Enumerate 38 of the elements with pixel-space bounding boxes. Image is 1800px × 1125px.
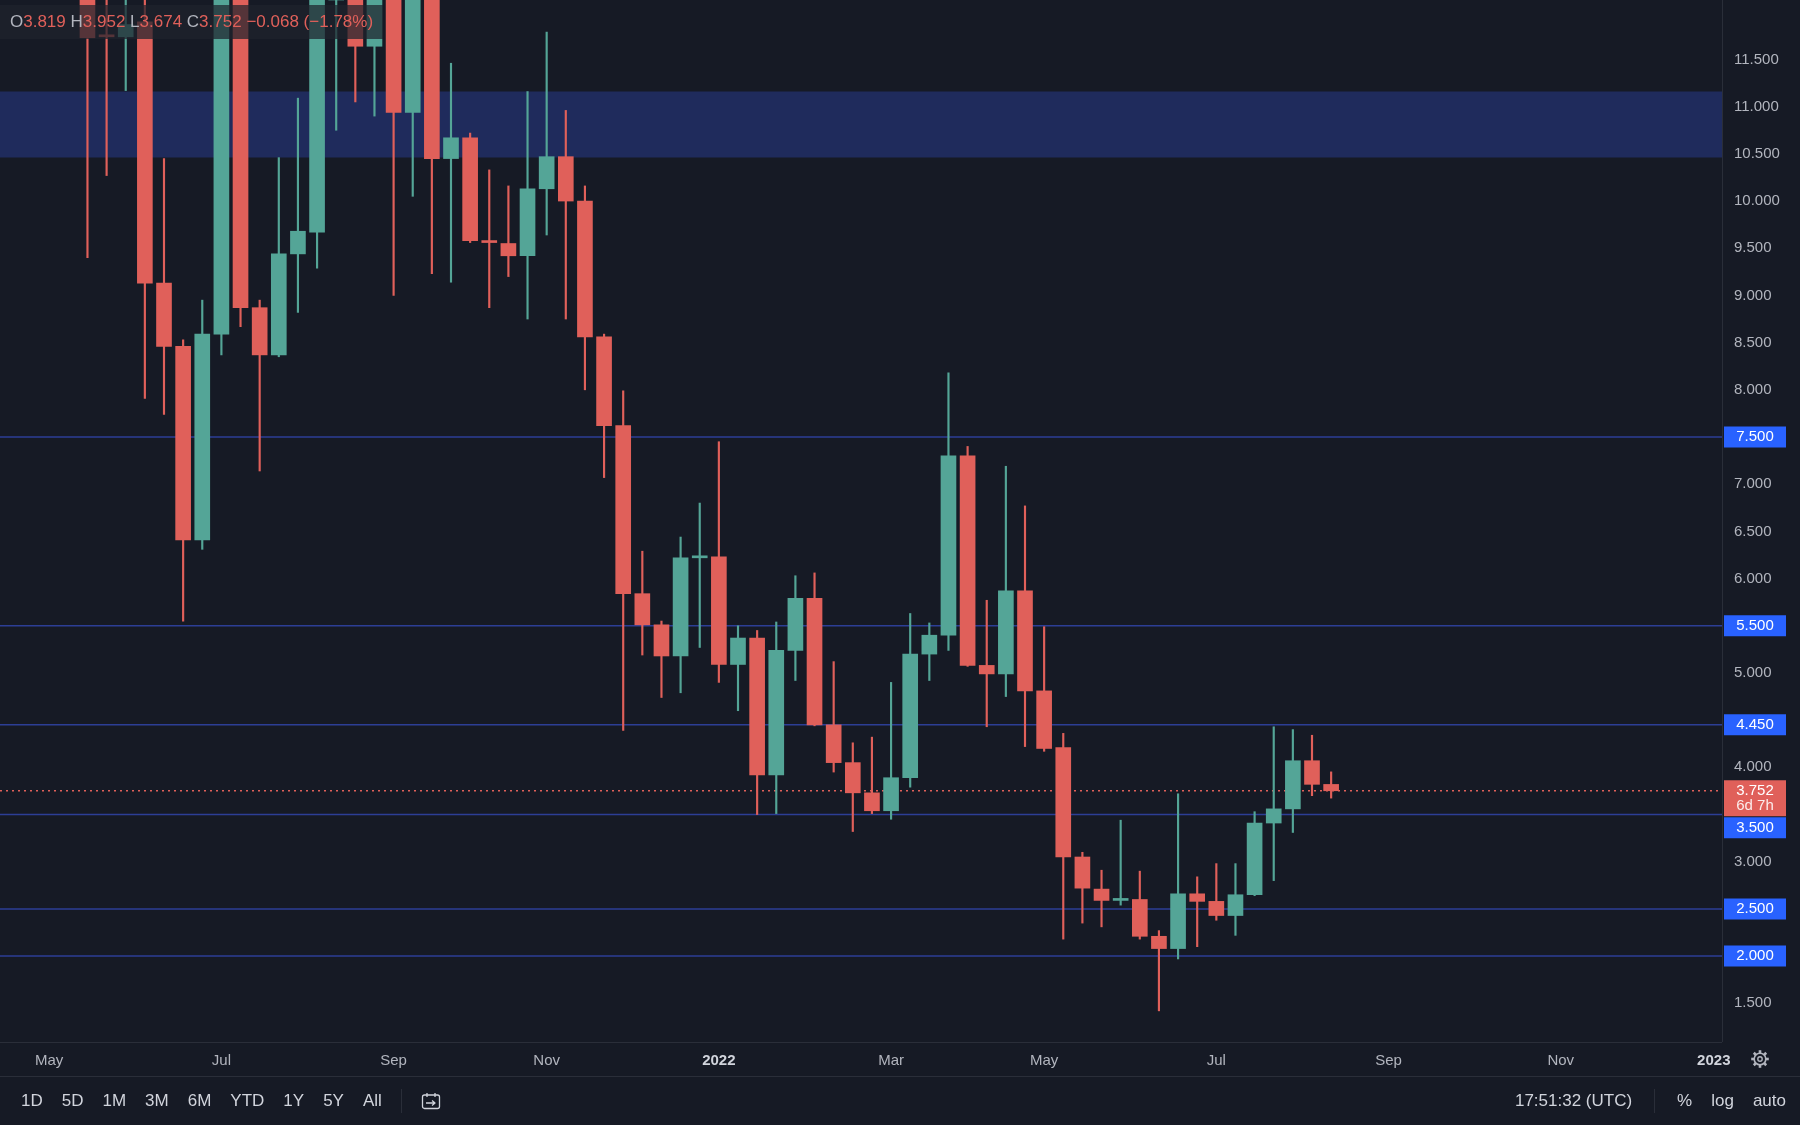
y-tick-label: 11.500 [1734,49,1779,67]
x-tick-label: Sep [380,1051,407,1069]
y-tick-label: 8.500 [1734,332,1772,350]
text: 1D 5D 1M 3M 6M YTD 1Y 5Y All [21,1091,382,1110]
y-tick-label: 11.000 [1734,96,1779,114]
x-tick-label: Nov [1547,1051,1575,1069]
text: % log auto [1677,1091,1786,1111]
ref-line-label: 2.500 [1736,899,1774,917]
y-tick-label: 7.000 [1734,474,1772,492]
x-tick-label: May [35,1051,64,1069]
y-tick-label: 10.000 [1734,191,1780,209]
ref-line-label: 3.500 [1736,817,1774,835]
x-tick-label: Jul [1206,1051,1226,1069]
ref-line-label: 3.752 [1736,780,1774,798]
x-tick-label: Sep [1375,1051,1402,1069]
y-tick-label: 9.500 [1734,238,1772,256]
x-tick-label: Nov [533,1051,561,1069]
ref-line-label: 4.450 [1736,715,1774,733]
y-tick-label: 6.500 [1734,521,1772,539]
y-tick-label: 1.500 [1734,993,1772,1011]
x-tick-label: May [1029,1051,1059,1069]
y-tick-label: 3.000 [1734,851,1772,869]
y-tick-label: 5.000 [1734,663,1772,681]
text: 6d 7h [1736,795,1774,813]
x-tick-label: 2022 [702,1051,736,1069]
text: O3.819 H3.952 L3.674 C3.752 −0.068 (−1.78%) [10,12,374,31]
y-tick-label: 9.000 [1734,285,1772,303]
y-tick-label: 6.000 [1734,568,1772,586]
ref-line-label: 2.000 [1736,946,1774,964]
ref-line-label: 5.500 [1736,615,1774,633]
text: 17:51:32 (UTC) [1514,1091,1633,1111]
ref-line-label: 7.500 [1736,427,1774,445]
x-tick-label: Mar [878,1051,904,1069]
x-tick-label: Jul [211,1051,231,1069]
x-tick-label: 2023 [1697,1051,1731,1069]
y-tick-label: 8.000 [1734,379,1772,397]
y-tick-label: 10.500 [1734,143,1780,161]
y-tick-label: 4.000 [1734,757,1772,775]
